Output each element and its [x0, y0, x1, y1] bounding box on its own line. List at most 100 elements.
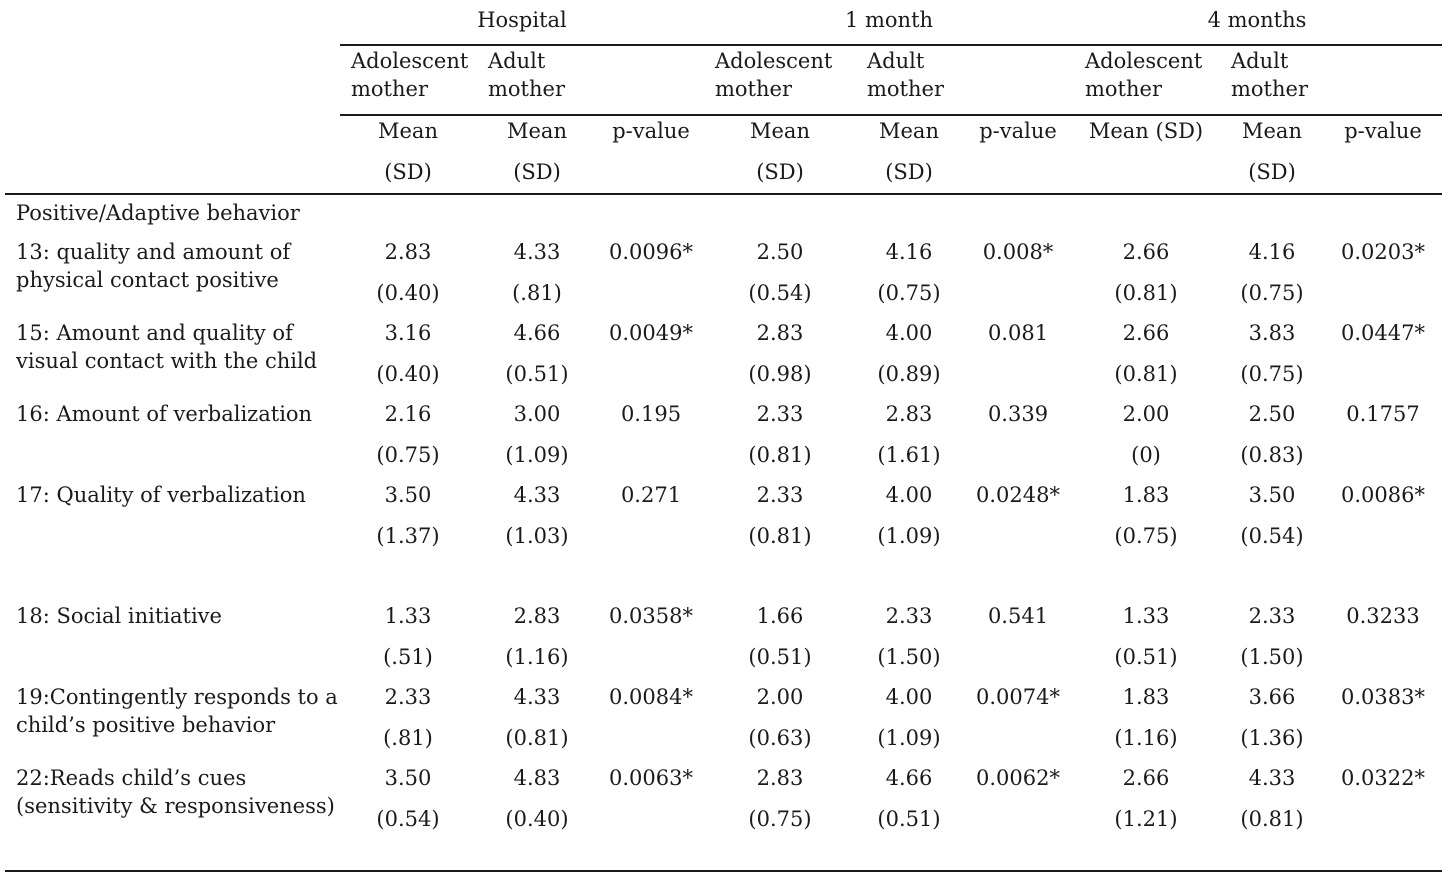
sd-cell: (0.51) — [505, 362, 569, 386]
sd-cell: (0.81) — [748, 443, 812, 467]
stat-header-sd: (SD) — [1248, 160, 1296, 184]
row-label: 15: Amount and quality of visual contact… — [16, 321, 318, 373]
mean-cell: 2.66 — [1122, 321, 1170, 345]
mean-cell: 3.50 — [384, 483, 432, 507]
sd-cell: (0.75) — [877, 281, 941, 305]
p-value-cell: 0.0086* — [1341, 483, 1425, 507]
sd-cell: (0.40) — [376, 362, 440, 386]
p-value-cell: 0.195 — [620, 402, 682, 426]
top-rule — [340, 44, 1442, 46]
mean-cell: 4.00 — [885, 321, 933, 345]
p-value-cell: 0.0203* — [1341, 240, 1425, 264]
p-value-cell: 0.0358* — [609, 604, 693, 628]
group-rule — [340, 114, 1442, 116]
mean-cell: 4.33 — [1248, 766, 1296, 790]
sd-cell: (0.81) — [1240, 807, 1304, 831]
p-value-cell: 0.0096* — [609, 240, 693, 264]
mean-cell: 4.66 — [885, 766, 933, 790]
p-value-cell: 0.1757 — [1346, 402, 1420, 426]
section-title: Positive/Adaptive behavior — [16, 201, 300, 225]
sd-cell: (0.40) — [505, 807, 569, 831]
table-bottom-rule — [5, 870, 1442, 872]
mean-cell: 2.83 — [756, 321, 804, 345]
sd-cell: (0.75) — [376, 443, 440, 467]
mean-cell: 4.66 — [513, 321, 561, 345]
mean-cell: 1.83 — [1122, 483, 1170, 507]
sd-cell: (0.51) — [1114, 645, 1178, 669]
mean-cell: 3.16 — [384, 321, 432, 345]
mean-cell: 2.83 — [384, 240, 432, 264]
header-bottom-rule — [5, 193, 1442, 195]
group-header-1month-adolescent: Adolescent mother — [715, 49, 833, 101]
mean-cell: 2.83 — [756, 766, 804, 790]
mean-cell: 3.66 — [1248, 685, 1296, 709]
mean-cell: 1.33 — [384, 604, 432, 628]
sd-cell: (1.03) — [505, 524, 569, 548]
sd-cell: (1.36) — [1240, 726, 1304, 750]
p-value-cell: 0.008* — [982, 240, 1054, 264]
sd-cell: (.81) — [512, 281, 562, 305]
sd-cell: (.51) — [383, 645, 433, 669]
mean-cell: 2.33 — [756, 483, 804, 507]
sd-cell: (0.89) — [877, 362, 941, 386]
sd-cell: (0.75) — [1114, 524, 1178, 548]
mean-cell: 2.33 — [384, 685, 432, 709]
p-value-cell: 0.0447* — [1341, 321, 1425, 345]
mean-cell: 2.83 — [513, 604, 561, 628]
mean-cell: 4.16 — [885, 240, 933, 264]
sd-cell: (1.61) — [877, 443, 941, 467]
sd-cell: (0.40) — [376, 281, 440, 305]
p-value-cell: 0.0383* — [1341, 685, 1425, 709]
p-value-cell: 0.0322* — [1341, 766, 1425, 790]
sd-cell: (0.75) — [748, 807, 812, 831]
stat-header-sd: (SD) — [885, 160, 933, 184]
mean-cell: 1.66 — [756, 604, 804, 628]
mean-cell: 4.16 — [1248, 240, 1296, 264]
mean-cell: 2.50 — [1248, 402, 1296, 426]
stat-header-sd: (SD) — [384, 160, 432, 184]
mean-cell: 3.00 — [513, 402, 561, 426]
group-header-1month-adult: Adult mother — [867, 49, 944, 101]
sd-cell: (0.81) — [1114, 281, 1178, 305]
sd-cell: (1.09) — [505, 443, 569, 467]
row-label: 17: Quality of verbalization — [16, 483, 306, 507]
sd-cell: (0.54) — [748, 281, 812, 305]
sd-cell: (1.16) — [1114, 726, 1178, 750]
sd-cell: (0.81) — [748, 524, 812, 548]
sd-cell: (0.81) — [1114, 362, 1178, 386]
stat-header-pvalue: p-value — [1344, 119, 1422, 143]
stat-header-sd: (SD) — [756, 160, 804, 184]
sd-cell: (0.51) — [748, 645, 812, 669]
mean-cell: 4.33 — [513, 483, 561, 507]
row-label: 18: Social initiative — [16, 604, 222, 628]
sd-cell: (0.75) — [1240, 281, 1304, 305]
mean-cell: 4.83 — [513, 766, 561, 790]
stat-header-mean: Mean — [879, 119, 939, 143]
sd-cell: (0.54) — [376, 807, 440, 831]
mean-cell: 2.16 — [384, 402, 432, 426]
sd-cell: (1.16) — [505, 645, 569, 669]
row-label: 22:Reads child’s cues (sensitivity & res… — [16, 766, 335, 818]
stat-header-mean: Mean — [750, 119, 810, 143]
mean-cell: 3.50 — [384, 766, 432, 790]
mean-cell: 2.50 — [756, 240, 804, 264]
mean-cell: 4.33 — [513, 240, 561, 264]
mean-cell: 2.33 — [1248, 604, 1296, 628]
p-value-cell: 0.339 — [987, 402, 1049, 426]
mean-cell: 4.00 — [885, 483, 933, 507]
mean-cell: 2.33 — [756, 402, 804, 426]
p-value-cell: 0.081 — [987, 321, 1049, 345]
p-value-cell: 0.0063* — [609, 766, 693, 790]
mean-cell: 1.33 — [1122, 604, 1170, 628]
mean-cell: 3.83 — [1248, 321, 1296, 345]
mean-cell: 2.83 — [885, 402, 933, 426]
p-value-cell: 0.3233 — [1346, 604, 1420, 628]
mean-cell: 4.00 — [885, 685, 933, 709]
group-header-4months-adult: Adult mother — [1231, 49, 1308, 101]
row-label: 19:Contingently responds to a child’s po… — [16, 685, 338, 737]
sd-cell: (1.50) — [877, 645, 941, 669]
sd-cell: (1.50) — [1240, 645, 1304, 669]
group-header-hospital-adult: Adult mother — [488, 49, 565, 101]
p-value-cell: 0.0074* — [976, 685, 1060, 709]
